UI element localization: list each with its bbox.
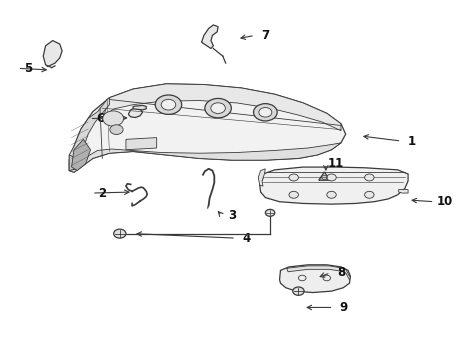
Circle shape <box>211 103 225 113</box>
PathPatch shape <box>258 169 265 186</box>
PathPatch shape <box>69 155 79 171</box>
PathPatch shape <box>201 25 218 48</box>
Circle shape <box>289 191 299 198</box>
Circle shape <box>365 191 374 198</box>
Circle shape <box>205 98 231 118</box>
Text: 6: 6 <box>96 112 104 125</box>
Text: 9: 9 <box>340 301 348 314</box>
PathPatch shape <box>260 167 408 204</box>
Circle shape <box>289 174 299 181</box>
Text: 2: 2 <box>98 187 106 199</box>
Text: 7: 7 <box>261 29 269 42</box>
PathPatch shape <box>280 265 350 293</box>
Text: 5: 5 <box>24 62 32 75</box>
PathPatch shape <box>128 108 143 118</box>
Text: 3: 3 <box>228 209 237 222</box>
PathPatch shape <box>133 105 146 110</box>
PathPatch shape <box>72 139 91 171</box>
Circle shape <box>327 174 336 181</box>
Circle shape <box>365 174 374 181</box>
PathPatch shape <box>102 84 341 130</box>
PathPatch shape <box>319 172 330 180</box>
PathPatch shape <box>287 266 345 272</box>
Text: 8: 8 <box>337 266 345 279</box>
Circle shape <box>254 104 277 121</box>
PathPatch shape <box>69 84 346 172</box>
Circle shape <box>161 99 176 110</box>
Text: 1: 1 <box>408 135 416 148</box>
PathPatch shape <box>69 143 341 172</box>
Circle shape <box>293 287 304 295</box>
Circle shape <box>114 229 126 238</box>
PathPatch shape <box>43 41 62 66</box>
Circle shape <box>265 209 275 216</box>
PathPatch shape <box>126 137 156 150</box>
Text: 11: 11 <box>328 157 345 170</box>
Text: 10: 10 <box>437 195 453 208</box>
PathPatch shape <box>399 190 408 193</box>
Circle shape <box>327 191 336 198</box>
Circle shape <box>155 95 182 114</box>
Text: 4: 4 <box>242 232 251 245</box>
Circle shape <box>259 108 272 117</box>
Circle shape <box>110 125 123 134</box>
Circle shape <box>103 111 124 126</box>
PathPatch shape <box>69 98 109 171</box>
